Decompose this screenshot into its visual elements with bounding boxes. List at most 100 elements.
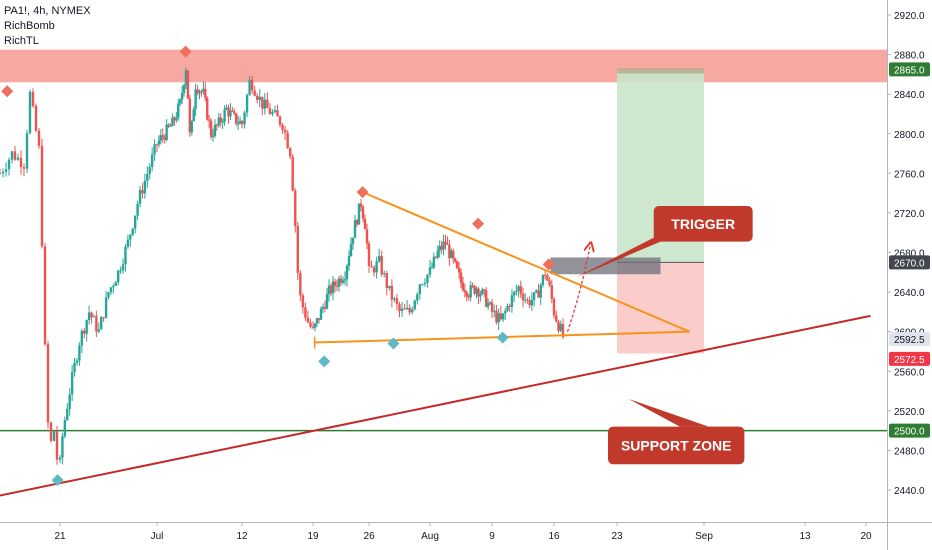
candle-body[interactable] [473,285,476,294]
trade-loss-zone[interactable] [617,262,704,354]
candle-body[interactable] [268,108,272,115]
candle-body[interactable] [169,125,172,127]
candle-body[interactable] [524,299,527,301]
candle-body[interactable] [209,120,213,137]
candle-body[interactable] [497,313,500,323]
candle-body[interactable] [559,324,562,331]
candle-body[interactable] [143,180,147,194]
candle-body[interactable] [453,258,457,262]
candle-body[interactable] [377,255,381,262]
candle-body[interactable] [229,110,232,117]
candle-body[interactable] [253,90,256,96]
candle-body[interactable] [548,280,551,286]
candle-body[interactable] [25,133,29,169]
candle-body[interactable] [442,241,445,250]
candle-body[interactable] [223,109,226,122]
candle-body[interactable] [323,306,327,309]
candle-body[interactable] [28,91,32,134]
price-axis-label[interactable]: 2572.5 [889,351,930,366]
candle-body[interactable] [504,310,507,314]
candle-body[interactable] [61,436,64,458]
candle-body[interactable] [400,308,404,312]
candle-body[interactable] [446,244,449,246]
price-axis-label[interactable]: 2865.0 [889,62,930,76]
swing-high-marker[interactable] [472,217,485,230]
candle-body[interactable] [413,300,416,310]
candle-body[interactable] [291,156,294,191]
candle-body[interactable] [331,281,335,294]
candle-body[interactable] [335,285,339,287]
candle-body[interactable] [207,119,211,121]
candle-body[interactable] [55,431,59,460]
candle-body[interactable] [281,124,284,130]
candle-body[interactable] [515,290,518,292]
candle-body[interactable] [180,92,184,100]
candle-body[interactable] [355,220,359,225]
candle-body[interactable] [75,360,79,363]
candle-body[interactable] [483,289,486,291]
candle-body[interactable] [165,124,168,140]
candle-body[interactable] [114,282,117,286]
candle-body[interactable] [219,117,222,123]
candle-body[interactable] [250,79,254,91]
candle-body[interactable] [353,220,357,238]
candle-body[interactable] [85,320,88,334]
candle-body[interactable] [337,278,341,287]
candle-body[interactable] [188,98,192,133]
candle-body[interactable] [58,457,62,460]
candle-body[interactable] [153,144,156,155]
candle-body[interactable] [325,294,329,309]
candle-body[interactable] [196,89,199,94]
candle-body[interactable] [535,290,538,293]
candle-body[interactable] [393,298,396,300]
candle-body[interactable] [313,323,317,328]
candle-body[interactable] [286,132,289,149]
candle-body[interactable] [339,278,343,283]
resistance-zone[interactable] [0,49,887,83]
candle-body[interactable] [225,107,228,110]
candle-body[interactable] [541,274,545,286]
triangle-upper-line[interactable] [362,191,690,333]
candle-body[interactable] [163,136,166,140]
candle-body[interactable] [311,326,315,328]
candle-body[interactable] [418,284,422,295]
candle-body[interactable] [73,362,76,373]
candle-body[interactable] [49,422,53,441]
candle-body[interactable] [283,129,287,133]
candle-body[interactable] [256,95,259,100]
candle-body[interactable] [349,244,353,257]
swing-high-marker[interactable] [1,85,14,98]
candle-body[interactable] [426,274,429,283]
candle-body[interactable] [537,290,540,298]
candle-body[interactable] [217,117,221,126]
candle-body[interactable] [469,285,472,298]
candle-body[interactable] [245,95,249,113]
candle-body[interactable] [388,285,391,289]
candle-body[interactable] [83,330,86,334]
candle-body[interactable] [390,285,394,300]
candle-body[interactable] [198,91,201,94]
candle-body[interactable] [159,135,163,141]
candle-body[interactable] [278,116,282,125]
candle-body[interactable] [117,270,120,283]
candle-body[interactable] [457,268,461,273]
candle-body[interactable] [471,285,474,287]
candle-body[interactable] [519,286,522,294]
candle-body[interactable] [521,293,525,301]
candle-body[interactable] [526,299,529,301]
candle-body[interactable] [465,292,469,297]
candle-body[interactable] [398,304,401,312]
candle-body[interactable] [438,246,441,251]
candle-body[interactable] [357,203,361,225]
candle-body[interactable] [444,241,447,245]
candle-body[interactable] [211,135,215,137]
indicator-richtl[interactable]: RichTL [4,35,39,47]
swing-low-marker[interactable] [387,337,400,350]
candle-body[interactable] [124,246,127,265]
candle-body[interactable] [121,264,125,271]
candle-body[interactable] [528,300,531,306]
candle-body[interactable] [321,306,325,309]
candle-body[interactable] [243,112,246,125]
candle-body[interactable] [430,267,434,269]
